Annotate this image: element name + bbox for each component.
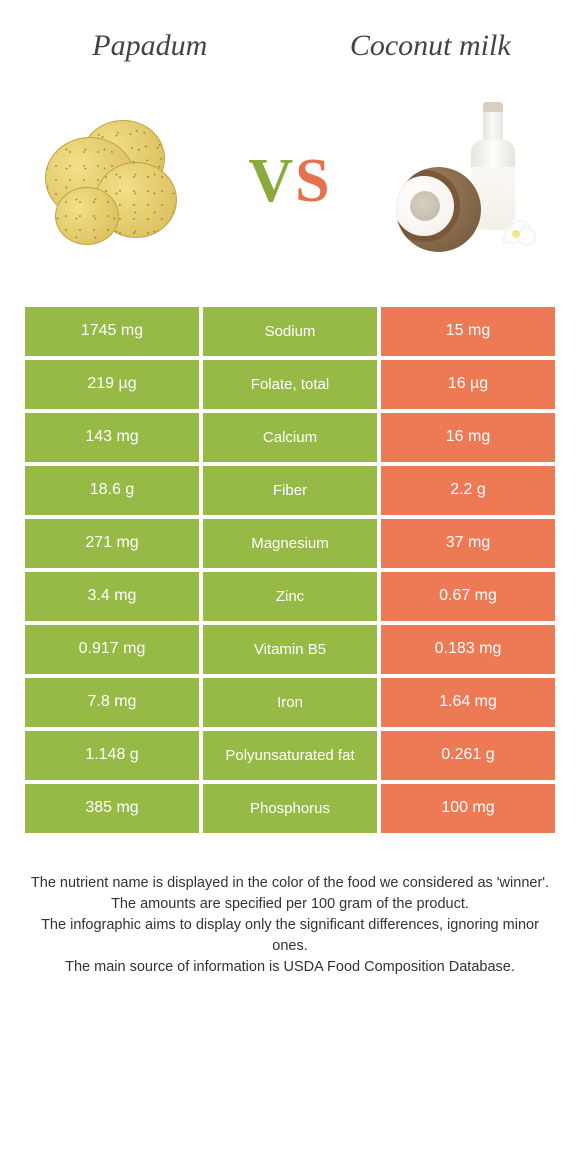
comparison-table: 1745 mgSodium15 mg219 µgFolate, total16 …	[25, 307, 555, 833]
right-value-cell: 15 mg	[381, 307, 555, 356]
nutrient-cell: Polyunsaturated fat	[203, 731, 377, 780]
right-food-title: Coconut milk	[316, 30, 546, 62]
right-value-cell: 16 µg	[381, 360, 555, 409]
left-value-cell: 219 µg	[25, 360, 199, 409]
nutrient-cell: Phosphorus	[203, 784, 377, 833]
left-value-cell: 1745 mg	[25, 307, 199, 356]
nutrient-cell: Calcium	[203, 413, 377, 462]
papadum-icon	[40, 112, 190, 252]
table-row: 18.6 gFiber2.2 g	[25, 466, 555, 515]
table-row: 7.8 mgIron1.64 mg	[25, 678, 555, 727]
right-value-cell: 16 mg	[381, 413, 555, 462]
right-value-cell: 100 mg	[381, 784, 555, 833]
nutrient-cell: Magnesium	[203, 519, 377, 568]
header: Papadum Coconut milk	[25, 30, 555, 62]
coconut-milk-icon	[390, 102, 540, 262]
right-value-cell: 0.183 mg	[381, 625, 555, 674]
left-value-cell: 3.4 mg	[25, 572, 199, 621]
nutrient-cell: Iron	[203, 678, 377, 727]
table-row: 1745 mgSodium15 mg	[25, 307, 555, 356]
left-value-cell: 0.917 mg	[25, 625, 199, 674]
footer-line: The nutrient name is displayed in the co…	[29, 873, 551, 894]
footer-line: The infographic aims to display only the…	[29, 915, 551, 957]
table-row: 143 mgCalcium16 mg	[25, 413, 555, 462]
left-value-cell: 18.6 g	[25, 466, 199, 515]
table-row: 0.917 mgVitamin B50.183 mg	[25, 625, 555, 674]
left-food-title: Papadum	[35, 30, 265, 62]
right-value-cell: 1.64 mg	[381, 678, 555, 727]
images-row: VS	[25, 92, 555, 272]
right-food-image	[385, 102, 545, 262]
nutrient-cell: Sodium	[203, 307, 377, 356]
nutrient-cell: Zinc	[203, 572, 377, 621]
right-value-cell: 0.67 mg	[381, 572, 555, 621]
left-value-cell: 385 mg	[25, 784, 199, 833]
nutrient-cell: Folate, total	[203, 360, 377, 409]
left-value-cell: 143 mg	[25, 413, 199, 462]
right-value-cell: 2.2 g	[381, 466, 555, 515]
footer-notes: The nutrient name is displayed in the co…	[25, 873, 555, 978]
right-food-header: Coconut milk	[316, 30, 546, 62]
table-row: 1.148 gPolyunsaturated fat0.261 g	[25, 731, 555, 780]
left-value-cell: 7.8 mg	[25, 678, 199, 727]
table-row: 385 mgPhosphorus100 mg	[25, 784, 555, 833]
table-row: 271 mgMagnesium37 mg	[25, 519, 555, 568]
nutrient-cell: Vitamin B5	[203, 625, 377, 674]
left-food-image	[35, 102, 195, 262]
left-value-cell: 271 mg	[25, 519, 199, 568]
table-row: 3.4 mgZinc0.67 mg	[25, 572, 555, 621]
right-value-cell: 0.261 g	[381, 731, 555, 780]
table-row: 219 µgFolate, total16 µg	[25, 360, 555, 409]
left-value-cell: 1.148 g	[25, 731, 199, 780]
vs-label: VS	[248, 146, 331, 217]
right-value-cell: 37 mg	[381, 519, 555, 568]
footer-line: The main source of information is USDA F…	[29, 957, 551, 978]
footer-line: The amounts are specified per 100 gram o…	[29, 894, 551, 915]
nutrient-cell: Fiber	[203, 466, 377, 515]
left-food-header: Papadum	[35, 30, 265, 62]
